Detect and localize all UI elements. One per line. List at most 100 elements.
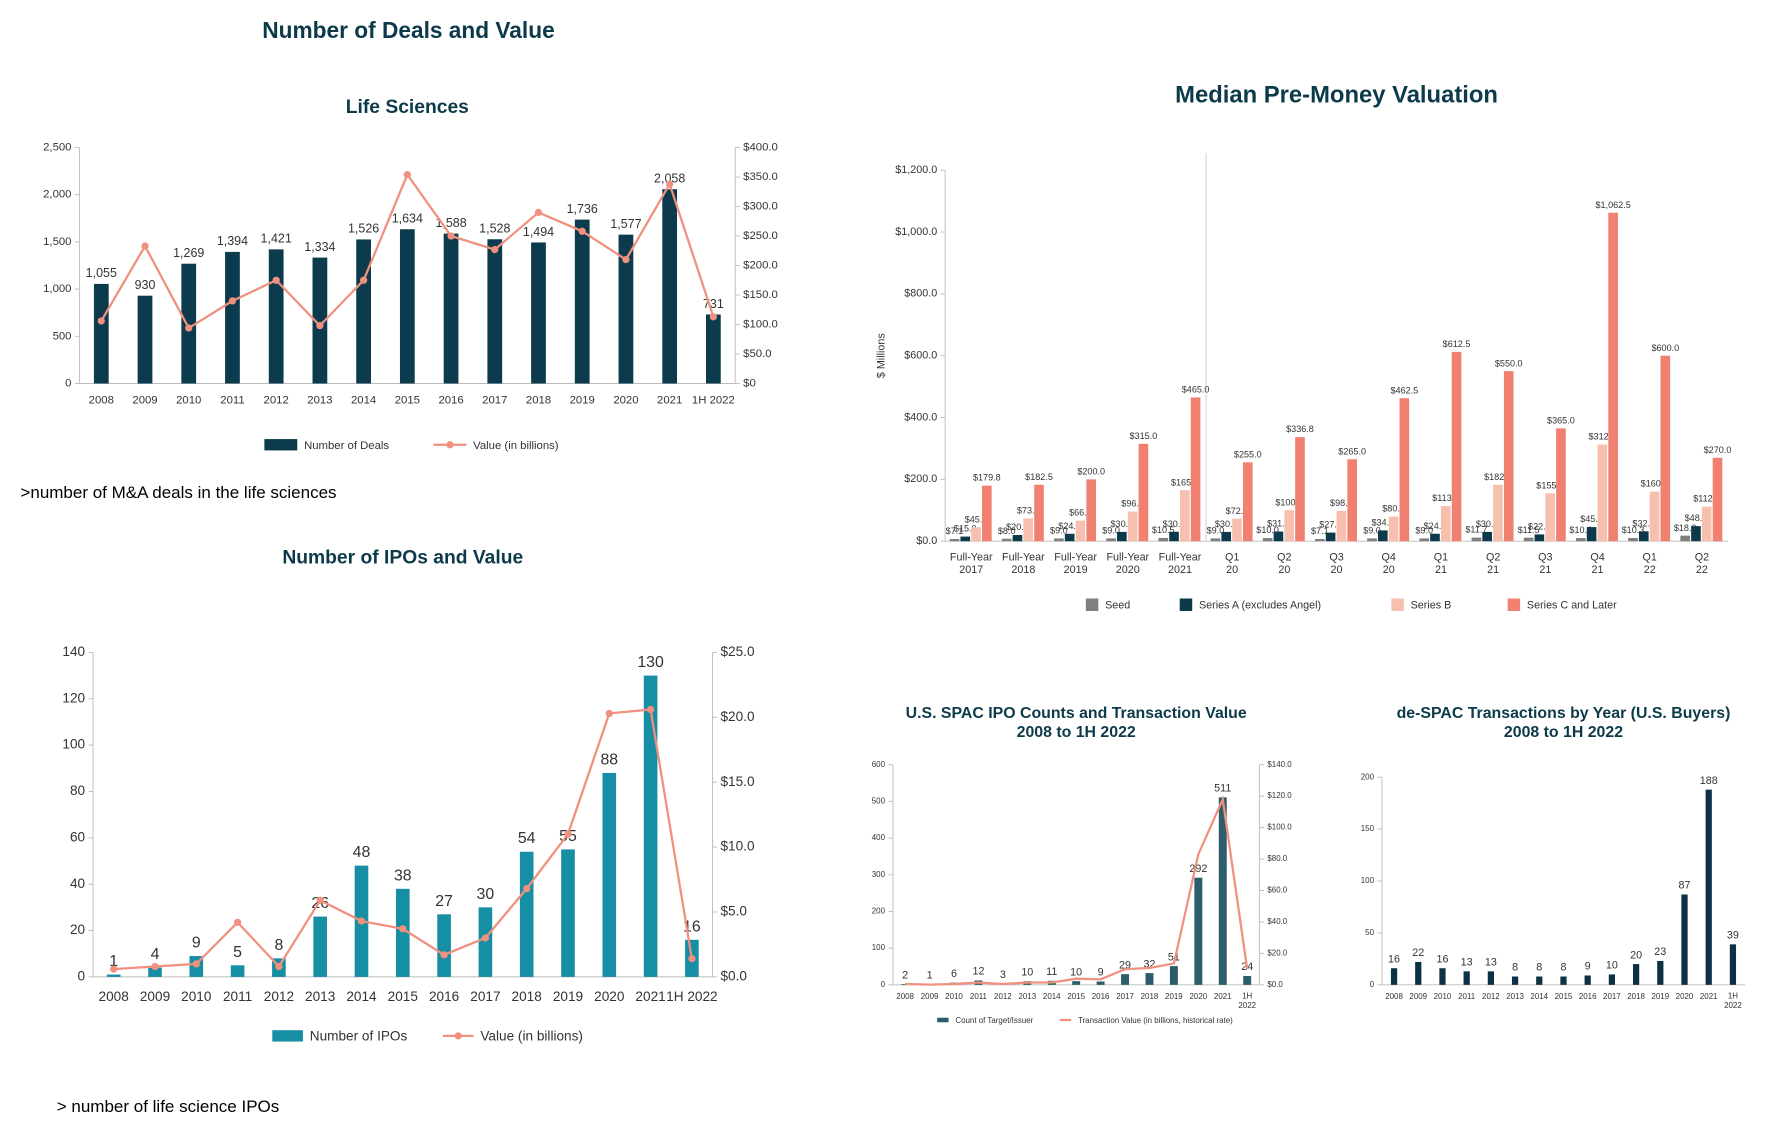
y2-tick-label: $100.0 — [743, 318, 778, 330]
data-label: 1 — [109, 953, 118, 970]
data-label: 4 — [151, 946, 160, 963]
bar — [313, 916, 328, 977]
data-label: $113.7 — [1432, 493, 1459, 503]
bar — [561, 849, 575, 977]
x-tick-label: 2021 — [657, 395, 682, 407]
data-label: 1 — [927, 970, 933, 982]
data-label: 38 — [394, 867, 412, 884]
data-label: 1,526 — [348, 222, 379, 236]
y2-tick-label: $140.0 — [1267, 760, 1292, 769]
bar — [1096, 981, 1105, 985]
bar — [1388, 516, 1399, 542]
x-tick-label: 2021 — [1700, 992, 1718, 1001]
bar — [1597, 444, 1608, 542]
x-tick-label: Q3 21 — [1538, 551, 1552, 575]
data-label: $72.8 — [1226, 506, 1249, 516]
x-tick-label: 2019 — [570, 395, 595, 407]
line-marker — [523, 884, 531, 893]
bar — [982, 485, 992, 542]
bar — [399, 229, 415, 384]
x-tick-label: 2013 — [307, 395, 332, 407]
data-label: 48 — [353, 844, 371, 861]
x-tick-label: 2014 — [351, 395, 376, 407]
x-tick-label: 1H 2022 — [1724, 992, 1742, 1010]
y-tick-label: 1,000 — [43, 283, 71, 295]
line — [905, 795, 1249, 986]
x-tick-label: 2016 — [1579, 992, 1597, 1001]
y2-tick-label: $150.0 — [743, 289, 778, 301]
line-marker — [447, 232, 455, 240]
bar — [1511, 976, 1519, 985]
bar — [1660, 355, 1671, 542]
bar — [1545, 493, 1555, 542]
note: > number of life science IPOs — [57, 1097, 280, 1116]
x-tick-label: 2015 — [395, 395, 420, 407]
data-label: $98.0 — [1330, 498, 1353, 508]
bar — [1608, 212, 1618, 542]
bar — [1415, 961, 1422, 985]
page-header: Number of Deals and Value — [262, 17, 555, 43]
x-tick-label: Q1 22 — [1643, 551, 1657, 575]
y-tick-label: 100 — [872, 943, 886, 952]
line-marker — [233, 918, 242, 927]
y2-tick-label: $60.0 — [1267, 886, 1287, 895]
data-label: $10.3 — [1622, 525, 1645, 535]
line-marker — [110, 965, 118, 973]
y-tick-label: 2,000 — [43, 189, 71, 201]
y-tick-label: 200 — [1361, 772, 1375, 781]
data-label: $462.5 — [1391, 385, 1419, 395]
data-label: 2 — [902, 969, 908, 981]
legend-swatch — [1507, 598, 1521, 611]
data-label: $100.0 — [1275, 497, 1303, 507]
bar — [662, 189, 678, 384]
data-label: $10.5 — [1152, 525, 1175, 535]
bar — [1729, 944, 1737, 985]
x-tick-label: 2020 — [1190, 992, 1208, 1001]
x-tick-label: 2015 — [388, 989, 418, 1004]
data-label: 54 — [518, 830, 536, 847]
x-tick-label: 1H 2022 — [1238, 992, 1256, 1010]
legend-swatch — [272, 1030, 303, 1042]
data-label: $18.0 — [1674, 523, 1697, 533]
data-label: 2,058 — [654, 172, 685, 186]
x-tick-label: Q3 20 — [1329, 551, 1343, 575]
bar — [1179, 490, 1190, 542]
line-marker — [491, 245, 499, 254]
bar — [1586, 527, 1597, 542]
legend-label: Value (in billions) — [480, 1029, 583, 1044]
x-tick-label: 2021 — [1214, 992, 1232, 1001]
bar — [137, 295, 153, 384]
bar — [949, 539, 960, 542]
x-tick-label: 2015 — [1555, 992, 1573, 1001]
data-label: 5 — [233, 944, 242, 961]
data-label: 11 — [1046, 966, 1057, 978]
bar — [519, 851, 534, 977]
data-label: 1,634 — [392, 212, 423, 226]
bar — [1503, 371, 1514, 542]
data-label: $66.6 — [1069, 508, 1092, 518]
y2-tick-label: $15.0 — [720, 774, 754, 789]
line-marker — [275, 962, 283, 971]
bar — [1295, 437, 1305, 542]
line-marker — [141, 242, 149, 250]
y-tick-label: 150 — [1361, 824, 1375, 833]
bar — [268, 249, 284, 384]
bar — [1325, 532, 1336, 542]
bar — [1190, 397, 1201, 542]
chart-title: Number of IPOs and Value — [282, 547, 523, 568]
x-tick-label: 2019 — [1165, 992, 1183, 1001]
y2-tick-label: $0 — [743, 377, 756, 389]
data-label: $11.7 — [1465, 525, 1487, 535]
bar — [487, 239, 503, 384]
line-marker — [403, 171, 411, 179]
x-tick-label: 2014 — [1530, 992, 1548, 1001]
data-label: 1,421 — [261, 232, 292, 246]
data-label: $365.0 — [1547, 415, 1575, 425]
line-marker — [399, 925, 407, 933]
y2-tick-label: $25.0 — [720, 644, 754, 659]
data-label: 130 — [637, 654, 664, 671]
data-label: $30.5 — [1163, 519, 1186, 529]
data-label: $9.0 — [1207, 526, 1225, 536]
x-tick-label: 2018 — [1141, 992, 1159, 1001]
data-label: $32.0 — [1632, 518, 1655, 528]
